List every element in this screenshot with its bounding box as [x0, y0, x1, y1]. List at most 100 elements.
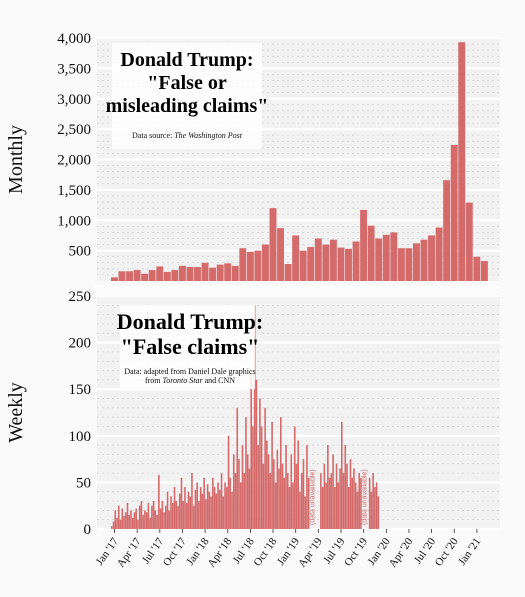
weekly-bar	[297, 440, 300, 529]
monthly-bar	[337, 247, 345, 281]
weekly-bar	[295, 463, 298, 529]
weekly-bar	[335, 463, 338, 529]
weekly-bar	[327, 445, 329, 529]
x-tick-label: Oct '17	[161, 535, 189, 568]
monthly-bar	[367, 225, 375, 281]
weekly-bar	[377, 496, 380, 529]
weekly-bar	[123, 515, 125, 529]
weekly-bar	[131, 517, 134, 529]
weekly-bar	[217, 482, 219, 529]
weekly-bar	[260, 426, 263, 529]
weekly-bar	[166, 491, 169, 529]
weekly-bar	[374, 487, 376, 529]
weekly-bar	[128, 515, 131, 529]
monthly-bar	[405, 248, 413, 281]
weekly-bar	[171, 502, 174, 529]
weekly-bar	[222, 496, 225, 529]
monthly-bar	[397, 248, 405, 281]
weekly-bar	[323, 463, 326, 529]
weekly-bar	[255, 379, 258, 529]
monthly-bar	[269, 208, 277, 281]
weekly-title-box	[120, 305, 255, 389]
weekly-bar	[220, 473, 223, 529]
weekly-title-line: Donald Trump:	[117, 309, 264, 334]
weekly-bar	[340, 421, 343, 529]
monthly-bar	[307, 246, 315, 281]
monthly-bar	[299, 250, 307, 281]
weekly-bar	[165, 505, 167, 529]
x-tick-label: Apr '17	[115, 535, 144, 569]
weekly-bar	[276, 449, 279, 529]
weekly-bar	[135, 508, 137, 529]
weekly-bar	[241, 445, 244, 529]
weekly-bar	[304, 496, 306, 529]
weekly-bar	[175, 501, 178, 529]
weekly-bar	[114, 510, 117, 529]
monthly-bar	[322, 244, 330, 281]
weekly-bar	[203, 477, 205, 529]
monthly-bar	[224, 263, 232, 281]
weekly-bar	[292, 482, 294, 529]
weekly-y-tick-label: 150	[69, 382, 92, 398]
monthly-bar	[163, 271, 171, 281]
weekly-bar	[262, 463, 265, 529]
monthly-bar	[375, 238, 383, 281]
monthly-title-box	[112, 43, 262, 149]
weekly-bar	[372, 473, 374, 529]
monthly-bar	[465, 202, 473, 281]
weekly-bar	[299, 491, 301, 529]
weekly-bar	[239, 482, 242, 529]
weekly-bar	[328, 477, 331, 529]
weekly-bar	[293, 426, 296, 529]
weekly-bar	[185, 502, 188, 529]
weekly-bar	[353, 468, 355, 529]
weekly-bar	[271, 421, 273, 529]
weekly-bar	[196, 482, 198, 529]
monthly-bar	[141, 273, 149, 281]
weekly-bar	[149, 517, 151, 529]
weekly-bar	[250, 370, 252, 529]
monthly-bar	[360, 209, 368, 281]
weekly-bar	[356, 491, 359, 529]
weekly-y-tick-label: 50	[76, 475, 91, 491]
weekly-bar	[145, 512, 148, 529]
x-tick-label: Apr '20	[387, 535, 416, 569]
monthly-bar	[345, 248, 352, 281]
weekly-bar	[232, 454, 235, 529]
weekly-bar	[368, 477, 371, 529]
weekly-y-tick-label: 100	[69, 429, 92, 445]
weekly-bar	[187, 491, 190, 529]
monthly-bar	[413, 243, 420, 281]
weekly-bar	[231, 491, 233, 529]
weekly-bar	[194, 489, 197, 529]
weekly-bar	[142, 515, 144, 529]
weekly-bar	[177, 505, 179, 529]
weekly-bar	[224, 482, 226, 529]
monthly-bar	[254, 250, 262, 281]
monthly-bar	[111, 277, 118, 281]
weekly-bar	[199, 487, 202, 529]
weekly-bar	[300, 473, 303, 529]
weekly-bar	[121, 508, 124, 529]
weekly-bar	[238, 459, 240, 529]
weekly-bar	[184, 487, 186, 529]
weekly-bar	[286, 473, 289, 529]
weekly-bar	[215, 493, 218, 529]
weekly-bar	[126, 502, 129, 529]
monthly-bar	[239, 248, 247, 281]
weekly-bar	[227, 435, 230, 529]
monthly-bar	[178, 265, 186, 281]
x-tick-label: Oct '20	[433, 535, 461, 568]
monthly-bar	[420, 239, 428, 281]
monthly-y-tick-label: 2,500	[57, 122, 91, 138]
weekly-bar	[173, 487, 176, 529]
monthly-bar	[216, 264, 224, 281]
weekly-y-tick-label: 250	[69, 289, 92, 305]
weekly-bar	[283, 477, 286, 529]
weekly-bar	[257, 445, 259, 529]
x-tick-label: Jan '21	[456, 536, 483, 568]
weekly-bar	[144, 510, 146, 529]
weekly-bar	[375, 482, 378, 529]
weekly-source-note: Data: adapted from Daniel Dale graphics	[124, 367, 255, 376]
